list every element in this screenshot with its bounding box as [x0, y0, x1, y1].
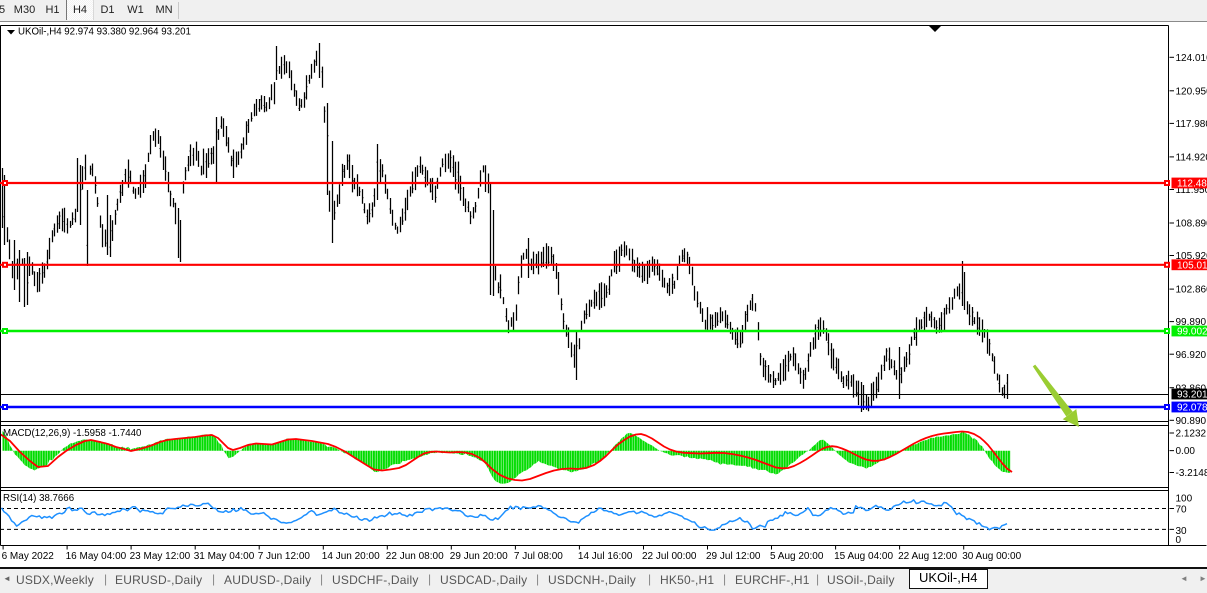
svg-text:70: 70	[1176, 505, 1188, 516]
svg-text:92.078: 92.078	[1177, 403, 1207, 414]
svg-text:UKOil-,H4 92.974 93.380 92.96: UKOil-,H4 92.974 93.380 92.964 93.201	[18, 27, 191, 38]
svg-text:22 Jul 00:00: 22 Jul 00:00	[642, 551, 697, 562]
svg-text:96.920: 96.920	[1176, 350, 1207, 361]
svg-text:105.920: 105.920	[1176, 251, 1207, 262]
svg-text:90.890: 90.890	[1176, 416, 1207, 427]
svg-text:6 May 2022: 6 May 2022	[2, 551, 55, 562]
svg-text:RSI(14) 38.7666: RSI(14) 38.7666	[3, 493, 74, 504]
svg-text:105.015: 105.015	[1177, 260, 1207, 271]
svg-text:22 Aug 12:00: 22 Aug 12:00	[898, 551, 957, 562]
svg-text:7 Jul 08:00: 7 Jul 08:00	[514, 551, 563, 562]
svg-text:120.950: 120.950	[1176, 86, 1207, 97]
svg-text:23 May 12:00: 23 May 12:00	[130, 551, 191, 562]
svg-text:2.1232: 2.1232	[1176, 429, 1207, 440]
svg-text:112.486: 112.486	[1177, 179, 1207, 190]
svg-text:16 May 04:00: 16 May 04:00	[66, 551, 127, 562]
svg-text:-3.2148: -3.2148	[1176, 468, 1207, 479]
svg-text:108.890: 108.890	[1176, 219, 1207, 230]
svg-text:30 Aug 00:00: 30 Aug 00:00	[962, 551, 1021, 562]
svg-text:MACD(12,26,9) -1.5958 -1.7440: MACD(12,26,9) -1.5958 -1.7440	[3, 428, 142, 439]
svg-text:7 Jun 12:00: 7 Jun 12:00	[258, 551, 311, 562]
svg-text:5 Aug 20:00: 5 Aug 20:00	[770, 551, 824, 562]
svg-text:15 Aug 04:00: 15 Aug 04:00	[834, 551, 893, 562]
svg-text:29 Jun 20:00: 29 Jun 20:00	[450, 551, 508, 562]
svg-text:29 Jul 12:00: 29 Jul 12:00	[706, 551, 761, 562]
svg-text:114.920: 114.920	[1176, 153, 1207, 164]
svg-text:0.00: 0.00	[1176, 446, 1196, 457]
svg-text:99.002: 99.002	[1177, 327, 1207, 338]
svg-text:31 May 04:00: 31 May 04:00	[194, 551, 255, 562]
svg-text:111.950: 111.950	[1176, 185, 1207, 196]
svg-text:124.010: 124.010	[1176, 53, 1207, 64]
svg-text:100: 100	[1176, 494, 1193, 505]
svg-text:22 Jun 08:00: 22 Jun 08:00	[386, 551, 444, 562]
svg-text:102.860: 102.860	[1176, 285, 1207, 296]
svg-text:0: 0	[1176, 535, 1182, 546]
svg-text:14 Jun 20:00: 14 Jun 20:00	[322, 551, 380, 562]
svg-text:14 Jul 16:00: 14 Jul 16:00	[578, 551, 633, 562]
svg-text:93.201: 93.201	[1177, 390, 1207, 401]
svg-text:30: 30	[1176, 526, 1188, 537]
svg-text:117.980: 117.980	[1176, 119, 1207, 130]
svg-text:99.890: 99.890	[1176, 317, 1207, 328]
